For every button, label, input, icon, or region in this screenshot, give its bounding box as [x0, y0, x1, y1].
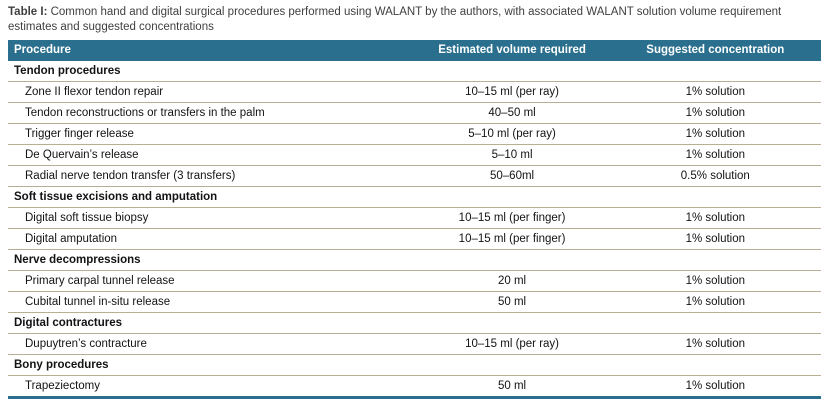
section-row: Soft tissue excisions and amputation [8, 186, 821, 208]
volume-value: 10–15 ml (per finger) [414, 228, 610, 250]
volume-value: 10–15 ml (per ray) [414, 333, 610, 355]
concentration-value: 1% solution [609, 270, 821, 292]
table-row: Trigger finger release 5–10 ml (per ray) 1… [8, 123, 821, 145]
section-label: Digital contractures [8, 312, 821, 334]
volume-value: 50 ml [414, 375, 610, 399]
procedure-name: Tendon reconstructions or transfers in t… [8, 102, 415, 124]
concentration-value: 1% solution [609, 144, 821, 166]
table-caption-text: Common hand and digital surgical procedu… [8, 6, 782, 33]
section-label: Bony procedures [8, 354, 821, 376]
column-header-procedure: Procedure [8, 40, 415, 61]
section-row: Nerve decompressions [8, 249, 821, 271]
table-caption: Table I: Common hand and digital surgica… [8, 5, 821, 34]
procedure-name: Radial nerve tendon transfer (3 transfer… [8, 165, 415, 187]
table-row: Cubital tunnel in-situ release 50 ml 1% so… [8, 291, 821, 313]
procedure-name: Primary carpal tunnel release [8, 270, 415, 292]
table-row: De Quervain’s release 5–10 ml 1% solution [8, 144, 821, 166]
volume-value: 5–10 ml (per ray) [414, 123, 610, 145]
concentration-value: 0.5% solution [609, 165, 821, 187]
table-row: Zone II flexor tendon repair 10–15 ml (pe… [8, 81, 821, 103]
table-row: Radial nerve tendon transfer (3 transfer… [8, 165, 821, 187]
concentration-value: 1% solution [609, 102, 821, 124]
procedure-name: Zone II flexor tendon repair [8, 81, 415, 103]
concentration-value: 1% solution [609, 207, 821, 229]
table-row: Primary carpal tunnel release 20 ml 1% sol… [8, 270, 821, 292]
table-caption-label: Table I: [8, 6, 48, 18]
volume-value: 20 ml [414, 270, 610, 292]
section-label: Soft tissue excisions and amputation [8, 186, 821, 208]
table-row: Trapeziectomy 50 ml 1% solution [8, 375, 821, 399]
concentration-value: 1% solution [609, 81, 821, 103]
procedure-name: Dupuytren’s contracture [8, 333, 415, 355]
table-body: Tendon procedures Zone II flexor tendon r… [8, 61, 821, 399]
procedure-name: Cubital tunnel in-situ release [8, 291, 415, 313]
concentration-value: 1% solution [609, 333, 821, 355]
table-row: Digital amputation 10–15 ml (per finger) 1… [8, 228, 821, 250]
procedure-name: Trapeziectomy [8, 375, 415, 399]
concentration-value: 1% solution [609, 291, 821, 313]
procedure-name: Digital amputation [8, 228, 415, 250]
volume-value: 10–15 ml (per finger) [414, 207, 610, 229]
section-row: Tendon procedures [8, 61, 821, 82]
table-row: Digital soft tissue biopsy 10–15 ml (per … [8, 207, 821, 229]
volume-value: 40–50 ml [414, 102, 610, 124]
column-header-concentration: Suggested concentration [609, 40, 821, 61]
procedure-name: Digital soft tissue biopsy [8, 207, 415, 229]
concentration-value: 1% solution [609, 123, 821, 145]
section-label: Nerve decompressions [8, 249, 821, 271]
volume-value: 5–10 ml [414, 144, 610, 166]
section-row: Bony procedures [8, 354, 821, 376]
concentration-value: 1% solution [609, 228, 821, 250]
volume-value: 50 ml [414, 291, 610, 313]
header-row: Procedure Estimated volume required Sugg… [8, 40, 821, 61]
procedure-name: De Quervain’s release [8, 144, 415, 166]
procedure-name: Trigger finger release [8, 123, 415, 145]
table-row: Dupuytren’s contracture 10–15 ml (per ray… [8, 333, 821, 355]
section-row: Digital contractures [8, 312, 821, 334]
section-label: Tendon procedures [8, 61, 821, 82]
walant-table: Procedure Estimated volume required Sugg… [8, 40, 821, 399]
volume-value: 10–15 ml (per ray) [414, 81, 610, 103]
column-header-volume: Estimated volume required [414, 40, 610, 61]
table-row: Tendon reconstructions or transfers in t… [8, 102, 821, 124]
volume-value: 50–60ml [414, 165, 610, 187]
concentration-value: 1% solution [609, 375, 821, 399]
